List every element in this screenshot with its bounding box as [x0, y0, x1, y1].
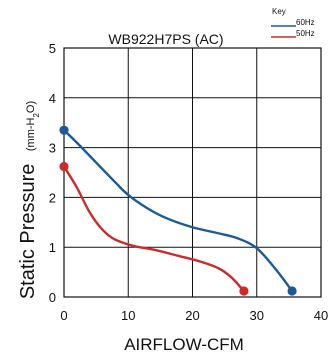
y-tick-label: 2	[49, 190, 56, 205]
series-end-point-50hz	[239, 286, 249, 296]
legend-label-50hz: 50Hz	[296, 29, 315, 38]
y-tick-label: 0	[49, 290, 56, 305]
plot-frame	[63, 47, 322, 298]
series-line-50hz	[62, 165, 246, 293]
series-start-point-50hz	[59, 161, 69, 172]
series-start-point-60hz	[59, 125, 69, 135]
x-tick-label: 30	[250, 308, 264, 323]
y-axis-label-unit: (mm-H2O)	[25, 101, 41, 151]
y-axis-label: Static Pressure (mm-H2O)	[17, 101, 41, 299]
y-axis-label-main: Static Pressure	[17, 164, 39, 300]
y-tick-label: 1	[49, 240, 56, 255]
grid: 0 10 20 30 40 0 1 2 3 4 5	[49, 41, 328, 323]
x-tick-label: 20	[185, 308, 199, 323]
legend: Key 60Hz 50Hz	[271, 7, 315, 38]
series-layer	[59, 125, 297, 296]
series-line-60hz	[62, 128, 294, 293]
x-tick-label: 0	[60, 308, 67, 323]
y-tick-label: 3	[49, 141, 56, 156]
svg-text:Static Pressure (mm-H2O: Static Pressure (mm-H2O)	[17, 101, 41, 299]
y-tick-label: 4	[49, 91, 56, 106]
chart-title: WB922H7PS (AC)	[108, 31, 223, 47]
series-end-point-60hz	[287, 286, 297, 296]
legend-title: Key	[272, 7, 286, 16]
y-tick-label: 5	[49, 41, 56, 56]
x-axis-label: AIRFLOW-CFM	[124, 335, 244, 354]
x-tick-label: 10	[121, 308, 135, 323]
x-tick-label: 40	[314, 308, 328, 323]
legend-label-60hz: 60Hz	[296, 18, 315, 27]
